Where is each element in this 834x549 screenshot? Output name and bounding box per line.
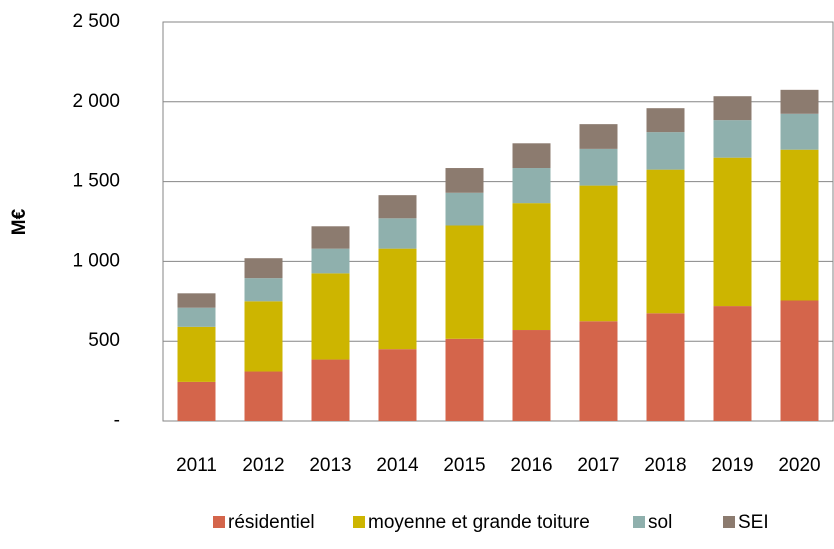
y-tick-label: 2 000 xyxy=(72,91,120,112)
bar-segment xyxy=(579,185,618,322)
legend-label: moyenne et grande toiture xyxy=(368,512,590,533)
legend-swatch xyxy=(213,516,225,528)
bar-segment xyxy=(177,293,216,308)
bar-segment xyxy=(445,168,484,193)
bar-segment xyxy=(311,359,350,421)
bar-segment xyxy=(579,321,618,421)
bar-segment xyxy=(646,313,685,421)
legend-swatch xyxy=(723,516,735,528)
bar-segment xyxy=(512,203,551,331)
bar-segment xyxy=(780,113,819,150)
bar-segment xyxy=(378,195,417,219)
x-tick-label: 2016 xyxy=(510,455,552,476)
bar-segment xyxy=(177,307,216,327)
x-tick-label: 2019 xyxy=(711,455,753,476)
x-tick-label: 2015 xyxy=(443,455,485,476)
x-tick-label: 2020 xyxy=(778,455,820,476)
bar-segment xyxy=(579,124,618,149)
bar-segment xyxy=(512,330,551,421)
bar-segment xyxy=(445,338,484,421)
bar-segment xyxy=(177,381,216,421)
bar-segment xyxy=(311,226,350,249)
bar-segment xyxy=(646,169,685,314)
x-tick-label: 2013 xyxy=(309,455,351,476)
bar-segment xyxy=(512,143,551,169)
bar-segment xyxy=(780,89,819,114)
bar-segment xyxy=(512,168,551,204)
bar-segment xyxy=(445,192,484,226)
bar-segment xyxy=(713,96,752,121)
bar-segment xyxy=(780,149,819,301)
bar-segment xyxy=(780,300,819,421)
bar-segment xyxy=(244,258,283,279)
bar-segment xyxy=(579,148,618,186)
bar-segment xyxy=(378,218,417,249)
y-tick-label: - xyxy=(114,410,120,431)
bar-segment xyxy=(244,371,283,421)
bar-segment xyxy=(713,306,752,421)
x-tick-label: 2017 xyxy=(577,455,619,476)
bar-segment xyxy=(311,248,350,274)
x-tick-label: 2014 xyxy=(376,455,419,476)
bar-segment xyxy=(445,225,484,339)
y-tick-label: 2 500 xyxy=(72,11,120,32)
legend-swatch xyxy=(353,516,365,528)
bar-segment xyxy=(646,108,685,133)
x-tick-label: 2018 xyxy=(644,455,686,476)
plot-frame xyxy=(162,21,834,422)
x-tick-label: 2012 xyxy=(242,455,284,476)
bar-segment xyxy=(713,120,752,158)
legend-label: sol xyxy=(648,512,672,533)
bar-segment xyxy=(378,248,417,350)
bar-segment xyxy=(177,326,216,382)
bar-segment xyxy=(713,157,752,307)
y-tick-label: 500 xyxy=(88,330,120,351)
legend-label: SEI xyxy=(738,512,769,533)
x-tick-label: 2011 xyxy=(176,455,217,476)
bar-segment xyxy=(244,301,283,372)
legend-label: résidentiel xyxy=(228,512,315,533)
bar-segment xyxy=(646,132,685,170)
y-tick-label: 1 000 xyxy=(72,250,120,271)
bar-segment xyxy=(378,349,417,421)
bar-segment xyxy=(244,278,283,302)
y-tick-label: 1 500 xyxy=(72,171,120,192)
bar-segment xyxy=(311,273,350,360)
legend-swatch xyxy=(633,516,645,528)
y-axis-label: M€ xyxy=(9,208,30,235)
